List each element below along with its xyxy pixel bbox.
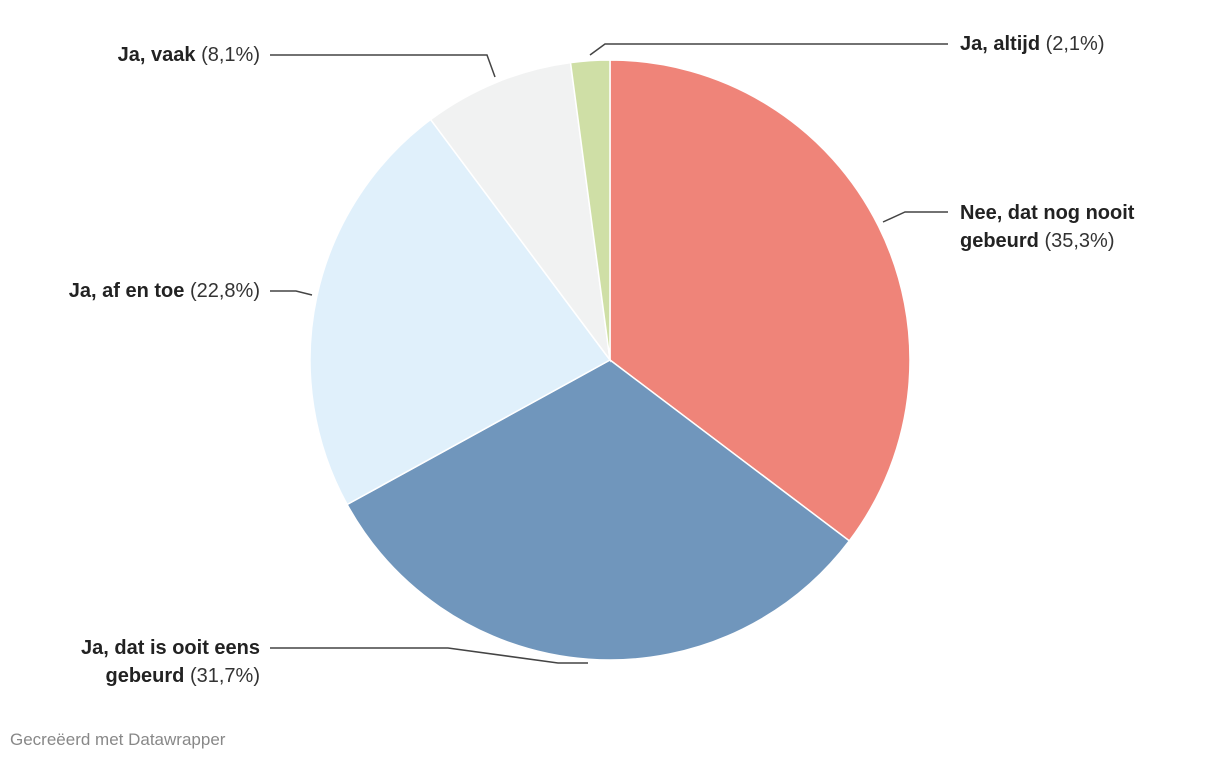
- category-label: Ja, vaak: [117, 44, 196, 66]
- value-label: (31,7%): [189, 665, 260, 687]
- category-label: Ja, dat is ooit eens gebeurd: [81, 637, 260, 687]
- leader-line: [270, 54, 496, 78]
- leader-line: [589, 43, 948, 56]
- slice-label: Ja, dat is ooit eens gebeurd (31,7%): [20, 634, 260, 690]
- value-label: (22,8%): [189, 280, 260, 302]
- leader-line: [270, 290, 313, 296]
- value-label: (35,3%): [1044, 230, 1115, 252]
- category-label: Ja, af en toe: [68, 280, 185, 302]
- value-label: (8,1%): [201, 44, 260, 66]
- pie-slice: [309, 118, 612, 506]
- value-label: (2,1%): [1045, 33, 1105, 55]
- category-label: Ja, altijd: [960, 33, 1041, 55]
- pie-slice: [569, 59, 611, 361]
- slice-label: Ja, af en toe (22,8%): [0, 277, 260, 305]
- slice-label: Ja, vaak (8,1%): [20, 41, 260, 69]
- category-label: Nee, dat nog nooit gebeurd: [960, 202, 1135, 252]
- slice-label: Ja, altijd (2,1%): [960, 30, 1200, 58]
- leader-line: [270, 647, 588, 664]
- pie-slice: [609, 59, 911, 542]
- pie-slice: [346, 359, 851, 661]
- leader-line: [882, 211, 948, 223]
- pie-slice: [429, 61, 612, 363]
- credit: Gecreëerd met Datawrapper: [10, 730, 226, 749]
- slice-label: Nee, dat nog nooit gebeurd (35,3%): [960, 199, 1200, 255]
